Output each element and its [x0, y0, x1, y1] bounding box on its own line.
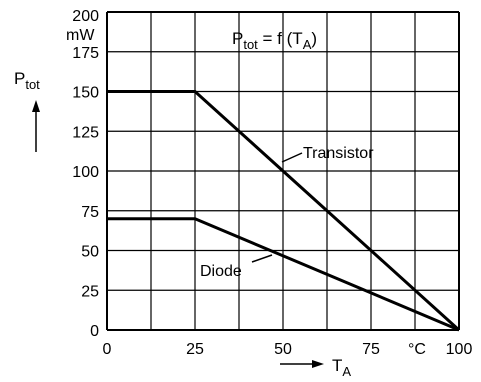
x-tick-label: 50: [274, 341, 292, 358]
diode-leader-line: [251, 254, 273, 263]
y-tick-label: 75: [81, 204, 99, 221]
y-tick-label: 50: [81, 244, 99, 261]
x-tick-labels: 0 25 50 75 100: [103, 341, 473, 358]
y-tick-label: 175: [72, 45, 99, 62]
transistor-leader-line: [281, 152, 303, 163]
x-tick-label: 75: [362, 341, 380, 358]
y-tick-label: 100: [72, 164, 99, 181]
diode-label: Diode: [200, 263, 242, 280]
x-tick-label: 25: [186, 341, 204, 358]
transistor-label: Transistor: [303, 145, 374, 162]
y-unit-label: mW: [66, 27, 95, 44]
chart-series: [107, 90, 461, 332]
x-axis-arrow-icon: [280, 360, 324, 368]
x-unit-label: °C: [408, 341, 426, 358]
y-axis-label: Ptot: [14, 69, 40, 92]
y-tick-label: 150: [72, 85, 99, 102]
series-line-diode: [107, 217, 460, 332]
series-line-transistor: [107, 90, 461, 332]
y-tick-labels: 0 25 50 75 100 125 150 175 200: [72, 8, 99, 340]
y-tick-label: 0: [90, 323, 99, 340]
x-tick-label: 100: [446, 341, 473, 358]
y-axis-arrow-icon: [32, 100, 40, 152]
y-tick-label: 25: [81, 283, 99, 300]
x-axis-label: TA: [332, 356, 351, 379]
x-tick-label: 0: [103, 341, 112, 358]
chart-title: Ptot = f (TA): [232, 29, 317, 52]
y-tick-label: 125: [72, 124, 99, 141]
y-tick-label: 200: [72, 8, 99, 25]
